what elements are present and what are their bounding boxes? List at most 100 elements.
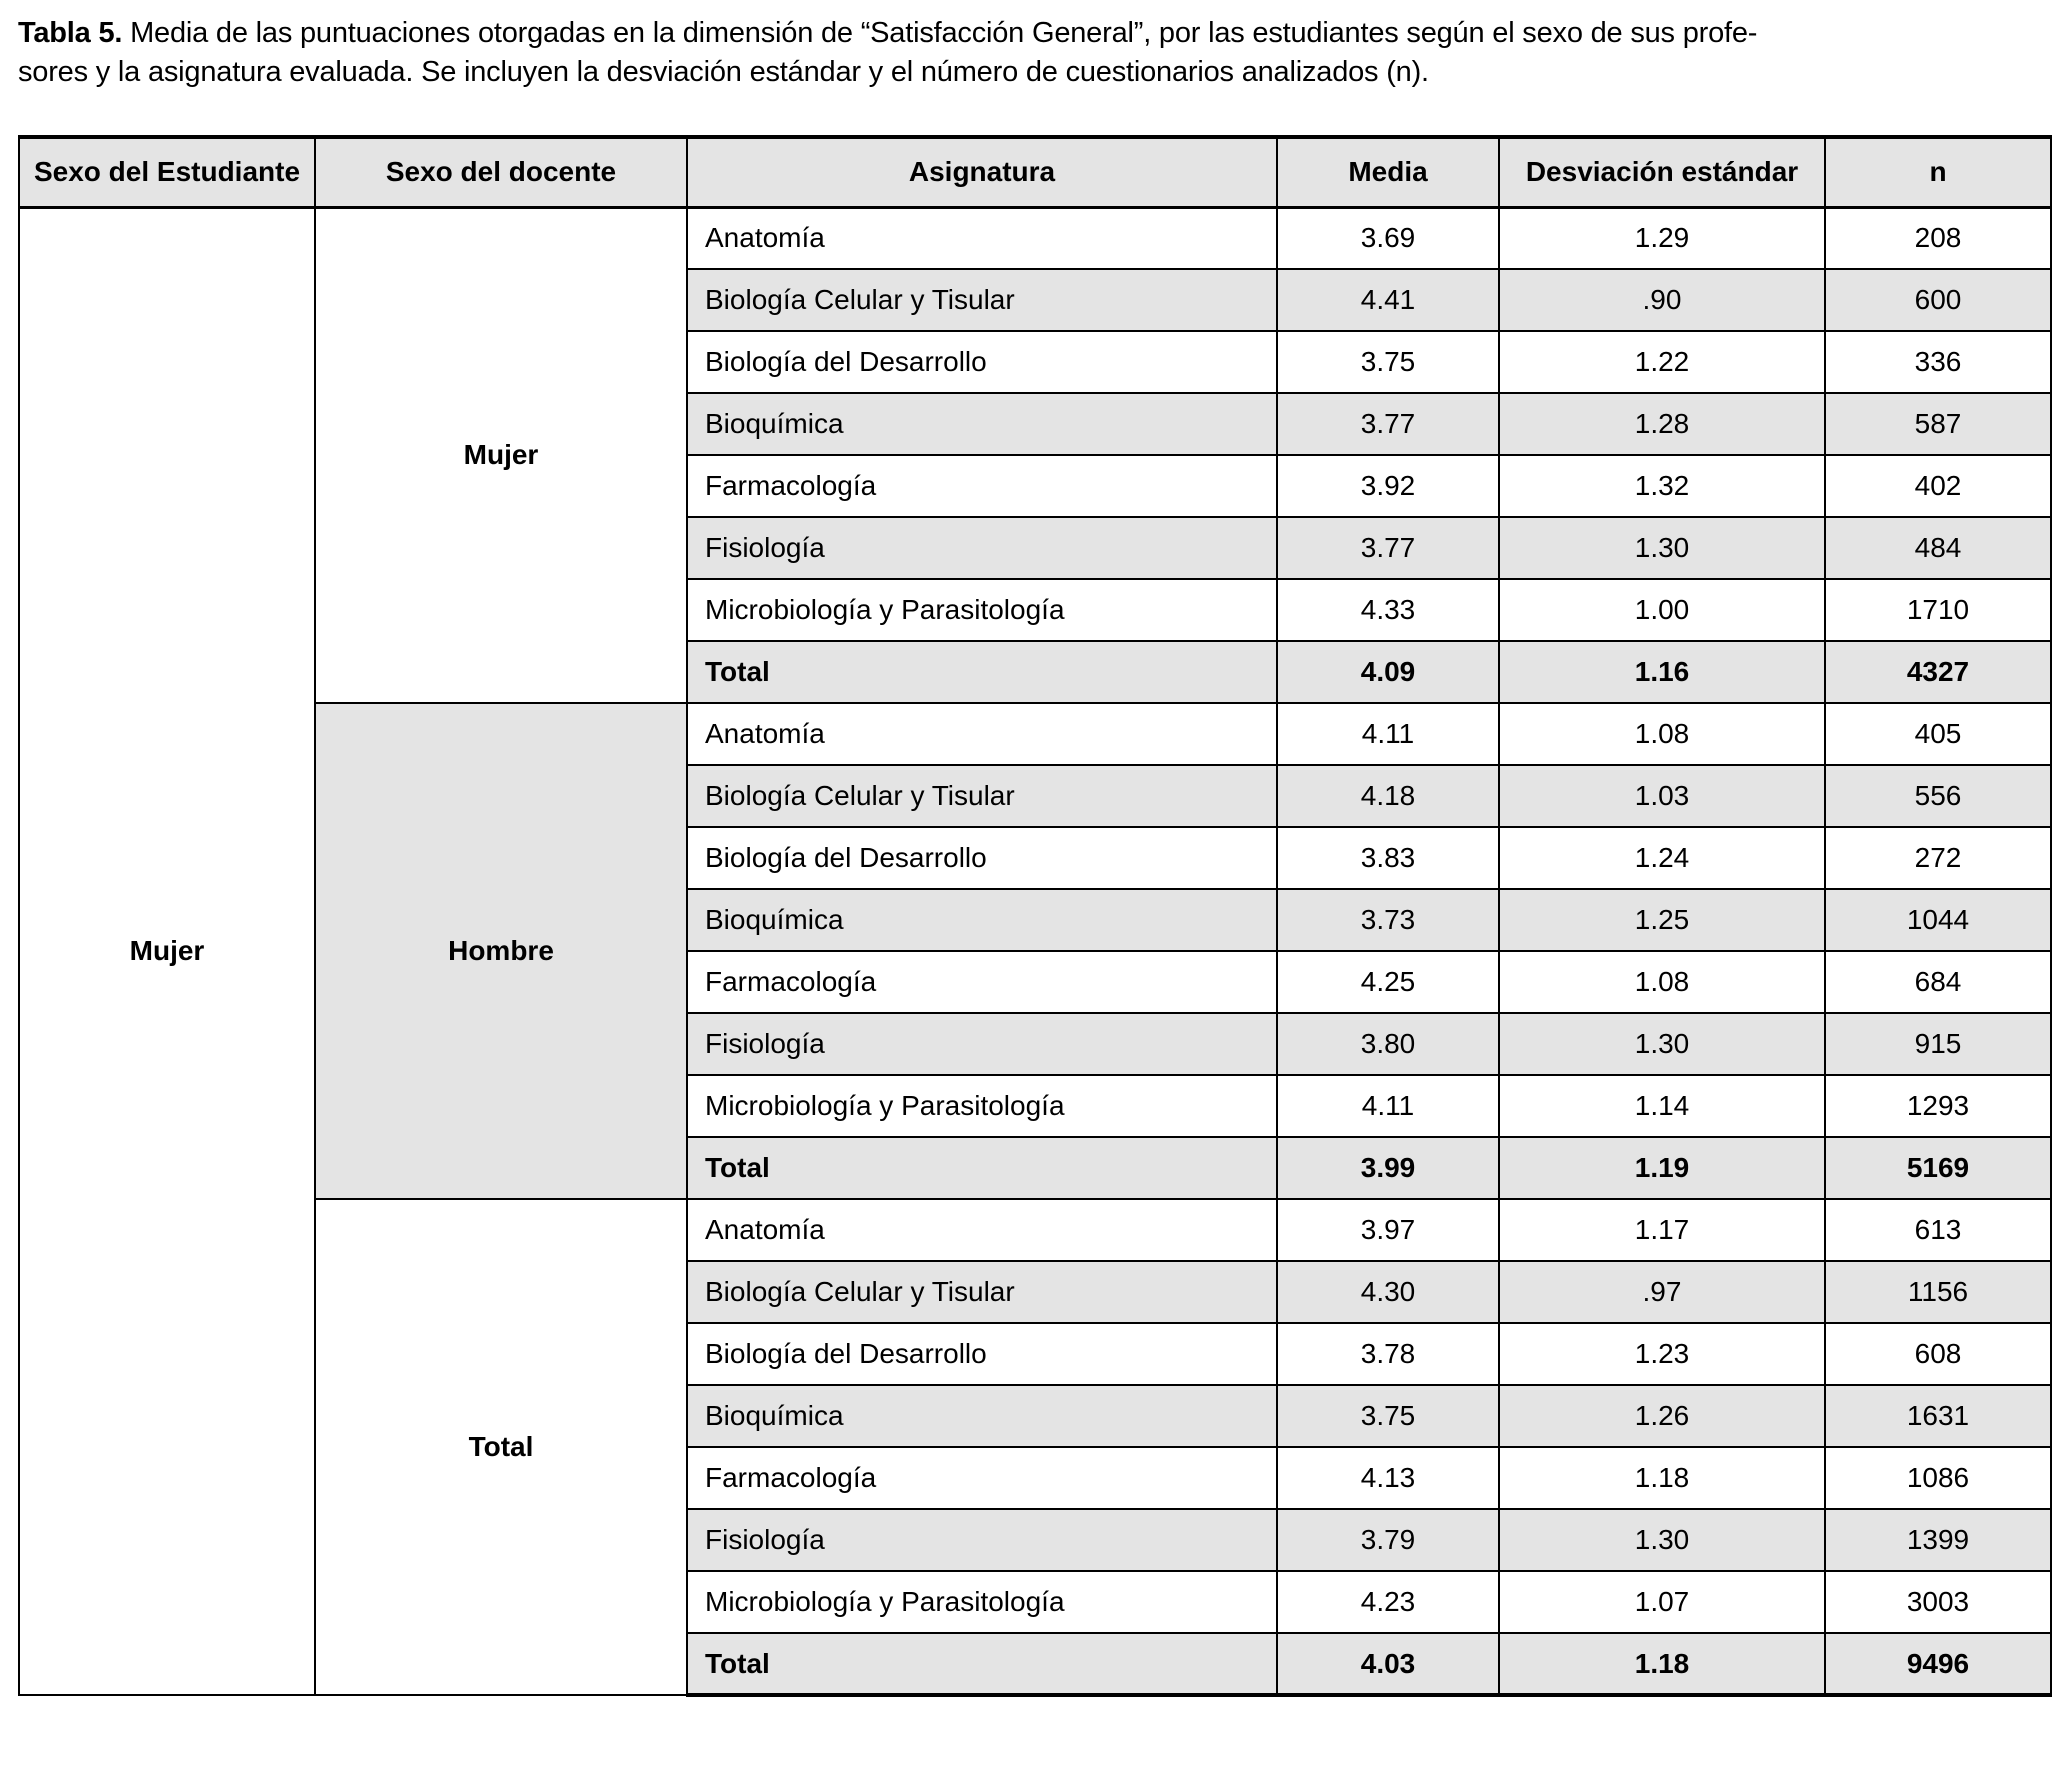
teacher-sex-cell: Mujer (314, 206, 688, 705)
n-cell: 484 (1824, 516, 2052, 581)
subject-cell: Farmacología (686, 950, 1278, 1015)
table-row: Biología Celular y Tisular 4.41.90 600 (19, 268, 2052, 333)
n-cell: 1399 (1824, 1508, 2052, 1573)
n-cell: 5169 (1824, 1136, 2052, 1201)
n-cell: 684 (1824, 950, 2052, 1015)
table-row: Biología Celular y Tisular 4.30.97 1156 (19, 1260, 2052, 1325)
mean-cell: 4.23 (1276, 1570, 1500, 1635)
student-sex-cell: Mujer (18, 206, 316, 1697)
std-dev-cell: 1.08 (1498, 950, 1826, 1015)
mean-cell: 3.97 (1276, 1198, 1500, 1263)
n-cell: 1710 (1824, 578, 2052, 643)
mean-cell: 3.83 (1276, 826, 1500, 891)
table-row: Total 3.99 1.19 5169 (19, 1136, 2052, 1201)
std-dev-cell: 1.30 (1498, 1508, 1826, 1573)
mean-cell: 4.09 (1276, 640, 1500, 705)
table-row: Biología del Desarrollo 3.75 1.22 336 (19, 330, 2052, 395)
std-dev-cell: 1.08 (1498, 702, 1826, 767)
table-row: Hombre Anatomía 4.11 1.08 405 (19, 702, 2052, 1201)
mean-cell: 4.11 (1276, 1074, 1500, 1139)
table-row: Fisiología 3.77 1.30 484 (19, 516, 2052, 581)
table-row: Bioquímica 3.75 1.26 1631 (19, 1384, 2052, 1449)
n-cell: 600 (1824, 268, 2052, 333)
table-body: Mujer Mujer Anatomía 3.69 1.29 208 Biología Ce… (18, 206, 2052, 1698)
n-cell: 1631 (1824, 1384, 2052, 1449)
n-cell: 336 (1824, 330, 2052, 395)
std-dev-cell: .90 (1498, 268, 1826, 333)
subject-cell: Total (686, 1136, 1278, 1201)
std-dev-cell: 1.24 (1498, 826, 1826, 891)
mean-cell: 3.79 (1276, 1508, 1500, 1573)
mean-cell: 4.33 (1276, 578, 1500, 643)
table-row: Fisiología 3.79 1.30 1399 (19, 1508, 2052, 1573)
table-caption-line1: Media de las puntuaciones otorgadas en l… (122, 17, 1758, 49)
n-cell: 405 (1824, 702, 2052, 767)
std-dev-cell: 1.30 (1498, 516, 1826, 581)
table-row: Total Anatomía 3.97 1.17 613 (19, 1198, 2052, 1697)
subject-cell: Fisiología (686, 1012, 1278, 1077)
n-cell: 1293 (1824, 1074, 2052, 1139)
std-dev-cell: 1.29 (1498, 206, 1826, 271)
subject-cell: Anatomía (686, 702, 1278, 767)
table-header: Sexo del Estudiante Sexo del docente Asi… (18, 135, 2052, 209)
std-dev-cell: 1.23 (1498, 1322, 1826, 1387)
header-teacher-sex: Sexo del docente (314, 135, 688, 209)
header-mean: Media (1276, 135, 1500, 209)
header-subject: Asignatura (686, 135, 1278, 209)
table-row: Microbiología y Parasitología 4.11 1.14 129… (19, 1074, 2052, 1139)
mean-cell: 4.30 (1276, 1260, 1500, 1325)
subject-cell: Biología Celular y Tisular (686, 764, 1278, 829)
table-row: Microbiología y Parasitología 4.33 1.00 171… (19, 578, 2052, 643)
n-cell: 1044 (1824, 888, 2052, 953)
std-dev-cell: 1.32 (1498, 454, 1826, 519)
table-caption-line2: sores y la asignatura evaluada. Se inclu… (18, 55, 1429, 88)
mean-cell: 3.75 (1276, 1384, 1500, 1449)
std-dev-cell: 1.07 (1498, 1570, 1826, 1635)
std-dev-cell: 1.30 (1498, 1012, 1826, 1077)
std-dev-cell: 1.00 (1498, 578, 1826, 643)
std-dev-cell: 1.25 (1498, 888, 1826, 953)
subject-cell: Microbiología y Parasitología (686, 1074, 1278, 1139)
subject-cell: Anatomía (686, 206, 1278, 271)
header-student-sex: Sexo del Estudiante (18, 135, 316, 209)
table-row: Fisiología 3.80 1.30 915 (19, 1012, 2052, 1077)
table-row: Farmacología 4.13 1.18 1086 (19, 1446, 2052, 1511)
mean-cell: 4.11 (1276, 702, 1500, 767)
subject-cell: Fisiología (686, 1508, 1278, 1573)
table-row: Total 4.09 1.16 4327 (19, 640, 2052, 705)
table-row: Bioquímica 3.77 1.28 587 (19, 392, 2052, 457)
table-row: Total 4.03 1.18 9496 (19, 1632, 2052, 1698)
header-std-dev: Desviación estándar (1498, 135, 1826, 209)
subject-cell: Anatomía (686, 1198, 1278, 1263)
mean-cell: 3.77 (1276, 392, 1500, 457)
subject-cell: Biología del Desarrollo (686, 826, 1278, 891)
mean-cell: 3.78 (1276, 1322, 1500, 1387)
table-row: Farmacología 4.25 1.08 684 (19, 950, 2052, 1015)
header-n: n (1824, 135, 2052, 209)
table-row: Bioquímica 3.73 1.25 1044 (19, 888, 2052, 953)
std-dev-cell: .97 (1498, 1260, 1826, 1325)
std-dev-cell: 1.18 (1498, 1446, 1826, 1511)
n-cell: 402 (1824, 454, 2052, 519)
mean-cell: 4.03 (1276, 1632, 1500, 1698)
mean-cell: 4.25 (1276, 950, 1500, 1015)
n-cell: 608 (1824, 1322, 2052, 1387)
mean-cell: 4.18 (1276, 764, 1500, 829)
mean-cell: 3.80 (1276, 1012, 1500, 1077)
mean-cell: 3.92 (1276, 454, 1500, 519)
n-cell: 3003 (1824, 1570, 2052, 1635)
subject-cell: Biología Celular y Tisular (686, 268, 1278, 333)
std-dev-cell: 1.17 (1498, 1198, 1826, 1263)
n-cell: 556 (1824, 764, 2052, 829)
subject-cell: Biología del Desarrollo (686, 1322, 1278, 1387)
mean-cell: 4.13 (1276, 1446, 1500, 1511)
table-caption: Tabla 5. Media de las puntuaciones otorg… (18, 14, 2050, 91)
teacher-sex-cell: Total (314, 1198, 688, 1697)
std-dev-cell: 1.22 (1498, 330, 1826, 395)
mean-cell: 3.75 (1276, 330, 1500, 395)
mean-cell: 3.77 (1276, 516, 1500, 581)
std-dev-cell: 1.16 (1498, 640, 1826, 705)
table-caption-label: Tabla 5. (18, 17, 123, 49)
table-row: Mujer Mujer Anatomía 3.69 1.29 208 (18, 206, 2052, 1697)
